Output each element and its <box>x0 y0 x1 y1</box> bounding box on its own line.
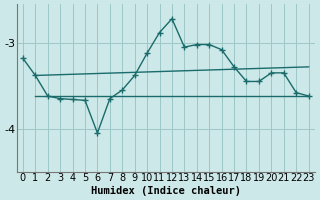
X-axis label: Humidex (Indice chaleur): Humidex (Indice chaleur) <box>91 186 241 196</box>
